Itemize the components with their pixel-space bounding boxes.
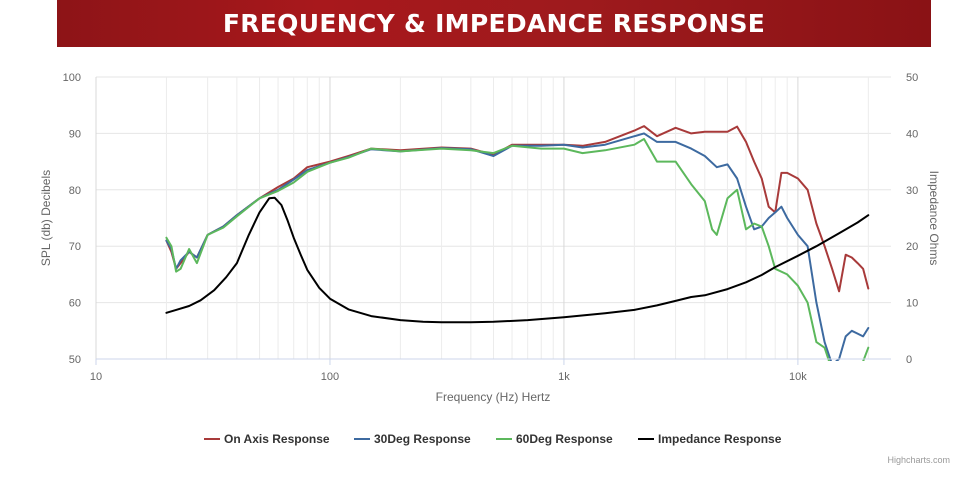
series-layer bbox=[165, 125, 870, 382]
x-axis-title: Frequency (Hz) Hertz bbox=[436, 390, 551, 404]
legend-label: On Axis Response bbox=[224, 432, 330, 446]
y2-tick-label: 40 bbox=[906, 128, 918, 140]
y-tick-label: 90 bbox=[69, 128, 81, 140]
legend-label: 60Deg Response bbox=[516, 432, 613, 446]
y2-tick-label: 0 bbox=[906, 354, 912, 366]
y-tick-label: 50 bbox=[69, 354, 81, 366]
page-title: FREQUENCY & IMPEDANCE RESPONSE bbox=[222, 9, 766, 38]
legend-label: Impedance Response bbox=[658, 432, 782, 446]
x-tick-label: 10 bbox=[90, 371, 102, 383]
y-tick-label: 100 bbox=[63, 72, 81, 84]
y2-tick-label: 20 bbox=[906, 241, 918, 253]
grid bbox=[95, 76, 891, 360]
x-tick-label: 10k bbox=[789, 371, 807, 383]
y-tick-label: 80 bbox=[69, 185, 81, 197]
x-tick-label: 100 bbox=[321, 371, 339, 383]
legend-item-30deg-response[interactable]: 30Deg Response bbox=[354, 432, 471, 446]
legend-item-60deg-response[interactable]: 60Deg Response bbox=[496, 432, 613, 446]
y2-tick-label: 50 bbox=[906, 72, 918, 84]
axes: 10 100 1k 10k 50 60 70 80 90 100 0 10 20 30 40 50 bbox=[63, 72, 919, 383]
series-line-impedance-response[interactable] bbox=[165, 196, 870, 324]
x-tick-label: 1k bbox=[558, 371, 570, 383]
legend-item-on-axis-response[interactable]: On Axis Response bbox=[204, 432, 330, 446]
legend-label: 30Deg Response bbox=[374, 432, 471, 446]
y2-axis-title: Impedance Ohms bbox=[927, 171, 941, 266]
legend: On Axis Response 30Deg Response 60Deg Resp… bbox=[204, 432, 782, 446]
y-tick-label: 70 bbox=[69, 241, 81, 253]
series-line-60deg-response[interactable] bbox=[165, 138, 870, 382]
y-tick-label: 60 bbox=[69, 298, 81, 310]
title-banner: FREQUENCY & IMPEDANCE RESPONSE bbox=[57, 0, 931, 47]
highcharts-credit[interactable]: Highcharts.com bbox=[887, 455, 950, 465]
y-axis-title: SPL (db) Decibels bbox=[39, 170, 53, 266]
y2-tick-label: 10 bbox=[906, 298, 918, 310]
legend-item-impedance-response[interactable]: Impedance Response bbox=[638, 432, 782, 446]
y2-tick-label: 30 bbox=[906, 185, 918, 197]
